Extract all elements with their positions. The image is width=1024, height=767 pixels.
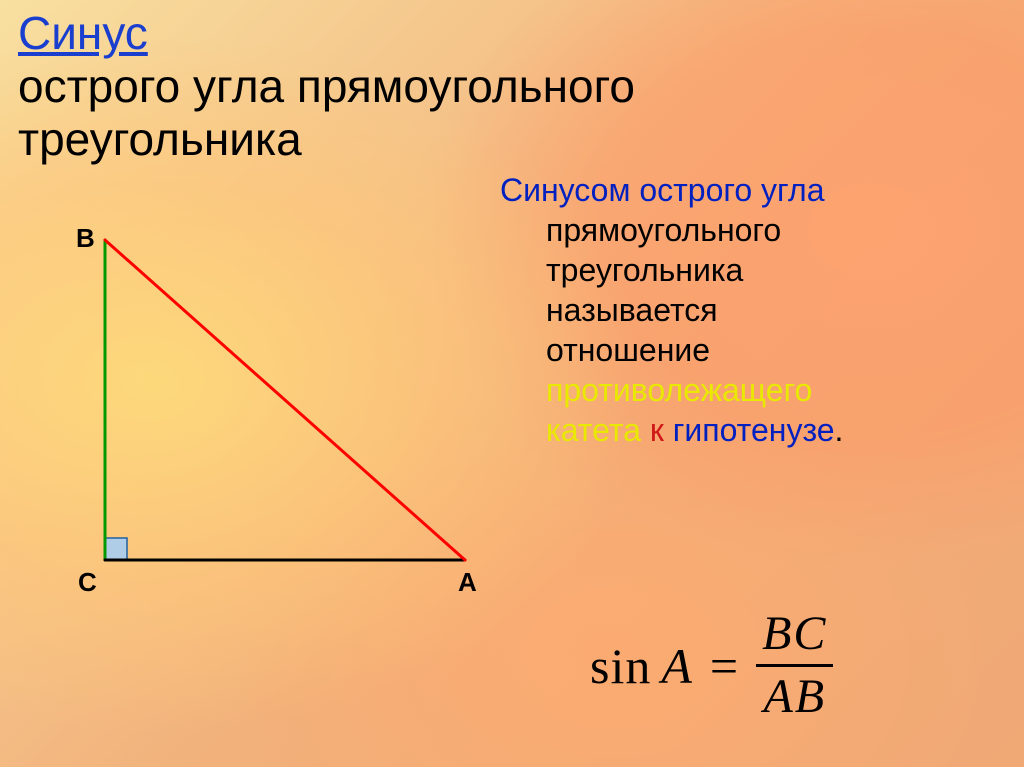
right-angle-marker	[105, 538, 127, 560]
formula-eq: =	[710, 637, 738, 695]
definition-highlight-1: противолежащего	[546, 372, 812, 408]
title-line-1: острого угла прямоугольного	[18, 60, 635, 112]
formula-arg: A	[661, 637, 692, 695]
definition-word-k: к	[650, 412, 664, 448]
definition-period: .	[835, 412, 844, 448]
formula-denominator: AB	[757, 673, 832, 721]
title-link: Синус	[18, 7, 148, 59]
formula: sin A = BC AB	[590, 610, 833, 721]
formula-fn: sin	[590, 637, 651, 695]
definition-line-3: треугольника	[546, 252, 743, 288]
definition-lead: Синусом острого угла	[500, 172, 824, 208]
vertex-label-a: A	[458, 567, 477, 598]
definition-line-2: прямоугольного	[546, 212, 781, 248]
definition-highlight-3: гипотенузе	[673, 412, 835, 448]
vertex-label-b: B	[76, 223, 95, 254]
triangle-diagram: B C A	[60, 225, 490, 625]
definition-highlight-2: катета	[546, 412, 641, 448]
definition-text: Синусом острого угла прямоугольного треу…	[500, 170, 1000, 450]
slide-title: Синус острого угла прямоугольного треуго…	[18, 6, 718, 166]
formula-numerator: BC	[756, 610, 833, 658]
definition-line-4: называется	[546, 292, 718, 328]
vertex-label-c: C	[78, 567, 97, 598]
definition-line-5: отношение	[546, 332, 710, 368]
title-line-2: треугольника	[18, 113, 302, 165]
fraction-bar	[756, 664, 833, 667]
triangle-svg	[60, 225, 490, 625]
edge-ab	[105, 240, 465, 560]
formula-fraction: BC AB	[756, 610, 833, 721]
